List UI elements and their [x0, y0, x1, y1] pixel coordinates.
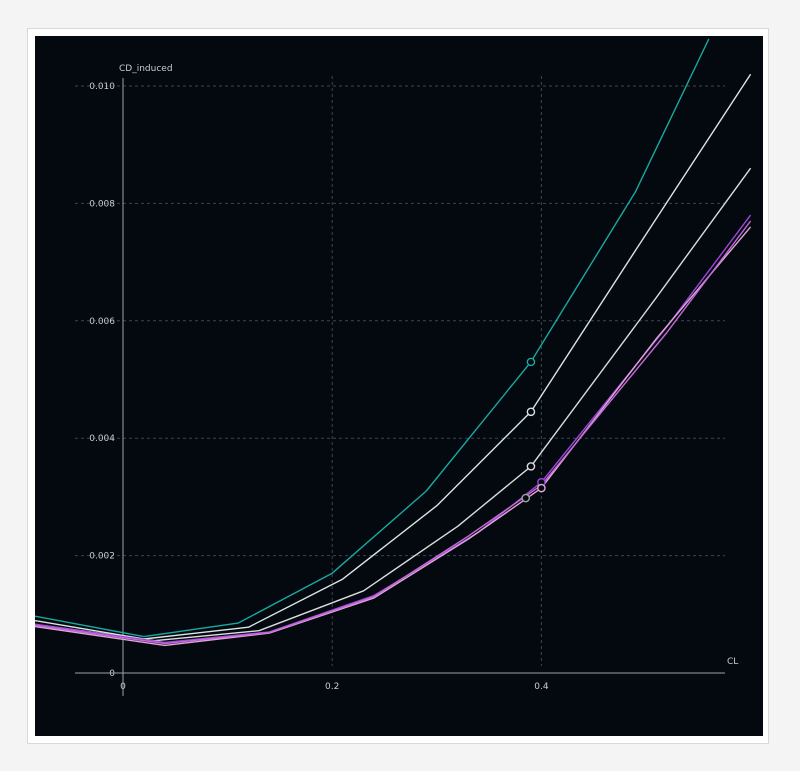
y-tick-label: 0.002: [89, 552, 115, 562]
series-lines: [35, 38, 752, 647]
series-marker-1: [526, 357, 536, 367]
y-tick-label: 0.008: [89, 199, 115, 209]
series-line-6: [35, 220, 752, 645]
x-axis-title: CL: [727, 657, 738, 667]
series-line-5: [35, 226, 752, 647]
series-marker-2: [526, 407, 536, 417]
grid: [75, 76, 725, 666]
y-tick-label: 0.010: [89, 82, 115, 92]
series-marker-3: [526, 462, 536, 471]
x-tick-label: 0.2: [325, 682, 339, 692]
series-line-2: [35, 73, 752, 640]
series-marker-5: [537, 483, 546, 493]
series-marker-7: [521, 493, 531, 503]
series-line-4: [35, 214, 752, 644]
y-tick-label: 0.006: [89, 317, 115, 327]
x-tick-label: 0.4: [534, 682, 549, 692]
series-line-1: [35, 38, 710, 638]
y-axis-title: CD_induced: [119, 64, 173, 74]
y-tick-label: 0: [109, 669, 115, 679]
series-markers: [521, 357, 546, 503]
y-tick-label: 0.004: [89, 434, 115, 444]
